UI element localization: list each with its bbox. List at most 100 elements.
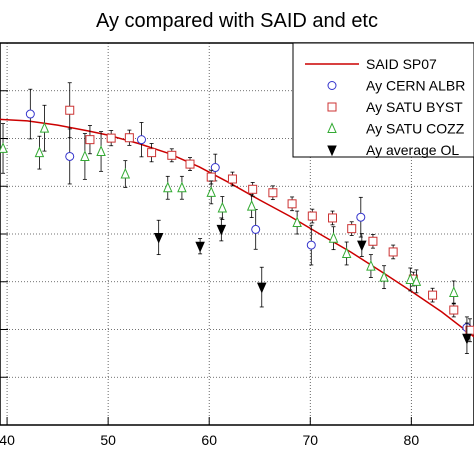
ay-satu-byst-point — [167, 148, 177, 163]
ay-satu-byst-point — [227, 171, 237, 187]
ay-average-ol-marker — [256, 282, 267, 294]
ay-satu-byst-point — [388, 244, 398, 260]
ay-satu-cozz-point — [96, 131, 106, 172]
ay-satu-byst-marker — [206, 172, 216, 182]
ay-satu-cozz-marker — [206, 186, 216, 197]
ay-satu-cozz-point — [246, 194, 257, 218]
ay-satu-byst-marker — [328, 213, 338, 223]
ay-satu-cozz-marker — [328, 231, 339, 243]
ay-cern-albr-marker — [136, 135, 146, 145]
ay-cern-albr-marker — [251, 224, 261, 234]
ay-satu-cozz-point — [163, 175, 173, 200]
ay-satu-cozz-point — [217, 196, 228, 220]
ay-cern-albr-marker — [306, 240, 316, 250]
ay-satu-byst-point — [347, 221, 357, 236]
ay-satu-byst-marker — [268, 188, 278, 198]
ay-satu-byst-marker — [388, 247, 398, 257]
ay-average-ol-marker — [462, 333, 472, 345]
ay-satu-cozz-marker — [34, 146, 45, 158]
ay-satu-byst-point — [449, 302, 459, 318]
legend-label: Ay average OL — [366, 142, 459, 158]
ay-satu-cozz-marker — [120, 167, 131, 179]
ay-satu-cozz-marker — [163, 181, 173, 193]
legend-swatch-marker — [327, 81, 337, 90]
ay-satu-cozz-point — [366, 254, 376, 278]
ay-satu-cozz-point — [120, 160, 131, 188]
legend: SAID SP07 Ay CERN ALBR Ay SATU BYST Ay SATU… — [292, 42, 474, 158]
ay-satu-cozz-marker — [177, 181, 187, 193]
legend-label: Ay SATU BYST — [366, 99, 463, 115]
ay-satu-cozz-marker — [39, 121, 50, 133]
x-tick-label: 60 — [201, 432, 217, 448]
ay-satu-cozz-marker — [341, 247, 352, 258]
ay-satu-byst-point — [328, 210, 338, 226]
ay-satu-cozz-marker — [292, 216, 302, 228]
x-tick-label: 80 — [404, 432, 420, 448]
ay-average-ol-point — [256, 266, 267, 308]
legend-label: Ay CERN ALBR — [366, 78, 465, 94]
ay-satu-byst-marker — [147, 148, 157, 158]
chart-title: Ay compared with SAID and etc — [96, 10, 378, 32]
ay-satu-cozz-point — [206, 180, 216, 205]
ay-satu-cozz-point — [341, 241, 352, 266]
ay-satu-cozz-point — [34, 135, 45, 170]
ay-satu-byst-point — [106, 130, 116, 147]
ay-satu-cozz-marker — [217, 201, 228, 213]
ay-satu-byst-marker — [85, 135, 95, 145]
ay-satu-byst-marker — [106, 133, 116, 143]
ay-cern-albr-marker — [210, 163, 220, 173]
ay-satu-cozz-point — [405, 267, 416, 292]
ay-satu-byst-point — [307, 208, 317, 224]
ay-satu-byst-marker — [65, 105, 75, 115]
legend-label: Ay SATU COZZ — [366, 121, 465, 137]
x-tick-label: 70 — [302, 432, 318, 448]
ay-satu-byst-marker — [185, 159, 195, 169]
ay-cern-albr-point — [251, 209, 261, 250]
ay-cern-albr-marker — [25, 109, 35, 119]
ay-satu-byst-point — [65, 82, 75, 139]
ay-average-ol-point — [195, 238, 205, 255]
ay-satu-byst-point — [85, 125, 95, 155]
ay-average-ol-point — [357, 233, 367, 257]
ay-satu-byst-point — [268, 185, 278, 201]
ay-cern-albr-point — [306, 224, 316, 266]
axis-ticks: 40 50 60 70 80 — [0, 90, 420, 448]
x-tick-label: 40 — [0, 432, 15, 448]
ay-cern-albr-point — [356, 196, 366, 238]
ay-satu-byst-marker — [307, 211, 317, 221]
ay-cern-albr-point — [136, 122, 146, 158]
ay-satu-cozz-marker — [449, 286, 459, 297]
ay-satu-byst-marker — [287, 199, 297, 209]
plot-frame — [0, 42, 474, 426]
ay-cern-albr-marker — [65, 151, 75, 161]
data-points — [0, 82, 474, 354]
ay-average-ol-marker — [195, 241, 205, 253]
ay-satu-cozz-marker — [0, 142, 8, 153]
legend-label: SAID SP07 — [366, 56, 437, 72]
x-tick-label: 50 — [100, 432, 116, 448]
ay-satu-byst-marker — [124, 133, 134, 143]
ay-satu-cozz-marker — [366, 259, 376, 271]
legend-swatch-marker — [327, 102, 337, 112]
ay-satu-cozz-point — [328, 226, 339, 251]
ay-satu-cozz-marker — [96, 145, 106, 156]
ay-satu-cozz-point — [177, 175, 187, 200]
ay-satu-byst-point — [147, 143, 157, 163]
ay-satu-byst-point — [124, 129, 134, 146]
ay-satu-cozz-point — [411, 269, 422, 294]
ay-satu-cozz-point — [80, 133, 90, 180]
ay-average-ol-marker — [216, 224, 227, 236]
legend-swatch-marker — [327, 122, 337, 133]
ay-satu-cozz-marker — [246, 199, 257, 211]
ay-cern-albr-point — [25, 88, 35, 140]
ay-average-ol-point — [462, 322, 472, 354]
ay-satu-cozz-point — [449, 280, 459, 305]
ay-average-ol-point — [153, 219, 164, 256]
ay-satu-cozz-marker — [405, 273, 416, 284]
ay-satu-byst-marker — [428, 290, 438, 300]
ay-satu-byst-marker — [227, 174, 237, 184]
ay-average-ol-marker — [153, 232, 164, 244]
ay-satu-byst-point — [287, 196, 297, 212]
ay-satu-cozz-marker — [379, 270, 389, 282]
